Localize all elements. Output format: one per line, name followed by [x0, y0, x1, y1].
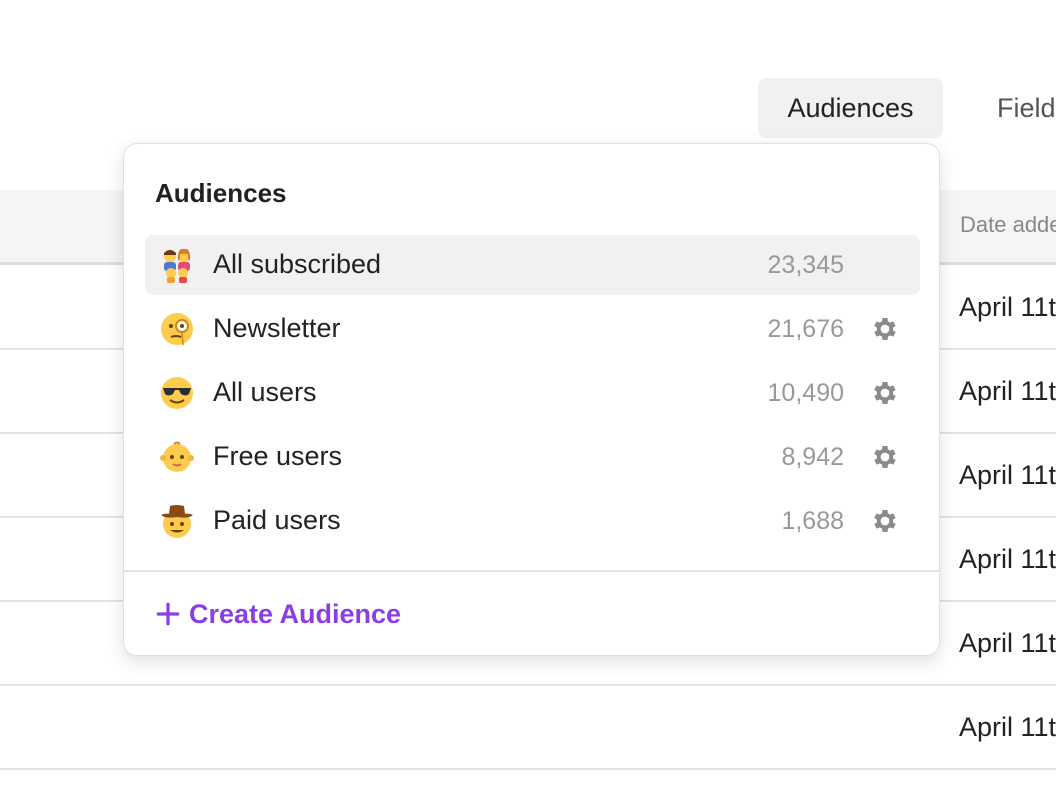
create-audience-button[interactable]: Create Audience: [155, 596, 401, 632]
audience-label: All subscribed: [213, 249, 382, 279]
audience-label: Paid users: [213, 505, 341, 535]
row-date: April 11th: [959, 628, 1056, 658]
row-date: April 11th: [959, 376, 1056, 406]
audience-label: All users: [213, 377, 317, 407]
audience-item-paid-users[interactable]: Paid users 1,688: [145, 491, 920, 551]
monocle-face-emoji-icon: [161, 313, 193, 346]
audience-count: 1,688: [781, 507, 844, 535]
dropdown-divider: [124, 570, 939, 572]
cowboy-face-emoji-icon: [161, 505, 193, 538]
gear-icon[interactable]: [870, 442, 900, 472]
row-date: April 11th: [959, 292, 1056, 322]
audience-count: 23,345: [767, 251, 844, 279]
audience-item-all-subscribed[interactable]: All subscribed 23,345: [145, 235, 920, 295]
row-date: April 11th: [959, 460, 1056, 490]
audience-item-newsletter[interactable]: Newsletter 21,676: [145, 299, 920, 359]
audience-count: 8,942: [781, 443, 844, 471]
audience-item-all-users[interactable]: All users 10,490: [145, 363, 920, 423]
row-date: April 11th: [959, 544, 1056, 574]
audience-label: Free users: [213, 441, 343, 471]
audience-count: 21,676: [767, 315, 844, 343]
gear-icon[interactable]: [870, 314, 900, 344]
audience-label: Newsletter: [213, 313, 341, 343]
dropdown-title: Audiences: [155, 178, 287, 208]
family-emoji-icon: [164, 248, 190, 283]
sunglasses-face-emoji-icon: [161, 377, 193, 409]
row-date: April 11th: [959, 712, 1056, 742]
create-audience-label: Create Audience: [189, 598, 402, 629]
tab-fields[interactable]: Fields: [997, 92, 1056, 123]
audience-item-free-users[interactable]: Free users 8,942: [145, 427, 920, 487]
baby-emoji-icon: [160, 441, 194, 472]
column-header-date-added[interactable]: Date added: [960, 212, 1056, 237]
table-row[interactable]: [0, 600, 1056, 686]
audience-count: 10,490: [767, 379, 844, 407]
gear-icon[interactable]: [870, 506, 900, 536]
gear-icon[interactable]: [870, 378, 900, 408]
table-row[interactable]: [0, 684, 1056, 770]
plus-icon: [156, 602, 180, 626]
tab-audiences[interactable]: Audiences: [758, 78, 943, 138]
audiences-dropdown: Audiences All subscribed 23,345 Newslet: [123, 143, 940, 656]
